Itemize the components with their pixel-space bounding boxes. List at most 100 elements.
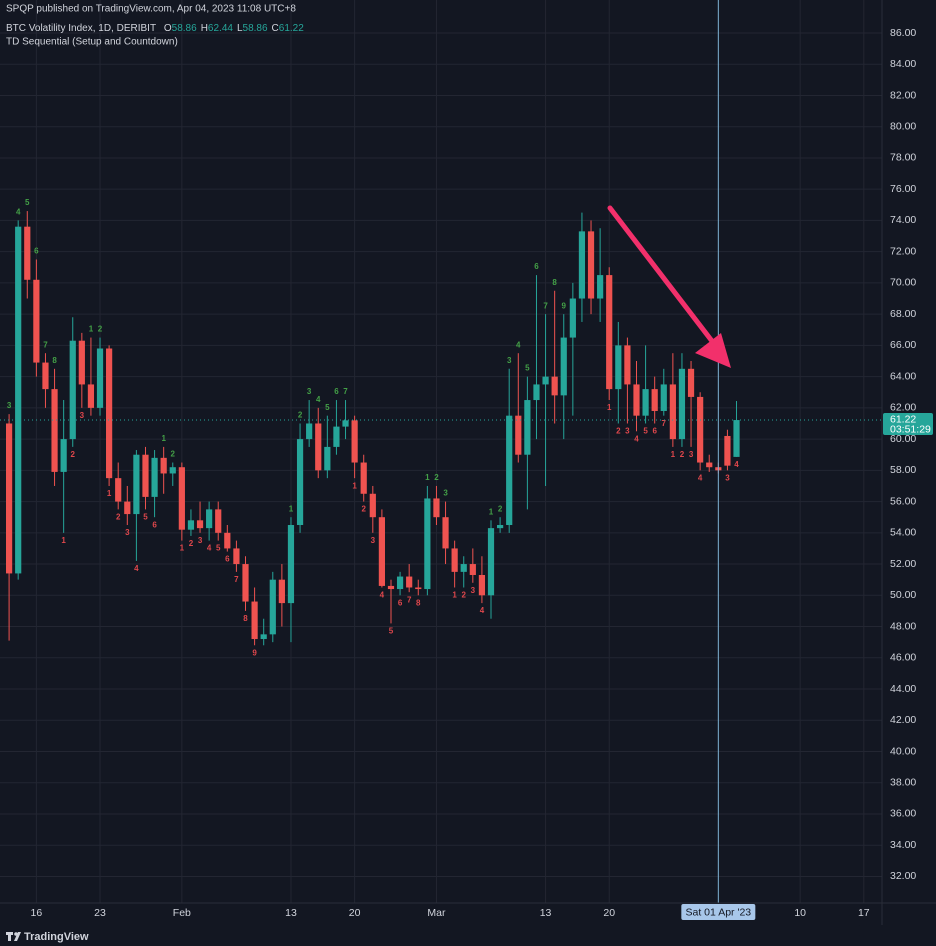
td-label: 4: [634, 434, 639, 443]
td-label: 4: [480, 606, 485, 615]
overlay: Sat 01 Apr '23: [0, 0, 882, 920]
candle-body: [242, 564, 249, 602]
candle-body: [206, 509, 213, 529]
td-label: 6: [398, 598, 403, 607]
brand-name: TradingView: [24, 931, 89, 943]
y-tick-label: 76.00: [890, 183, 916, 195]
candle-body: [278, 579, 285, 604]
candle-body: [33, 279, 40, 363]
candle-body: [115, 478, 122, 502]
chart-title: BTC Volatility Index, 1D, DERIBIT: [6, 23, 156, 34]
td-label: 2: [680, 450, 685, 459]
td-label: 7: [234, 575, 239, 584]
y-tick-label: 38.00: [890, 777, 916, 789]
td-label: 9: [252, 648, 257, 657]
td-label: 8: [52, 356, 57, 365]
ohlc-label: H: [201, 23, 208, 34]
td-label: 1: [425, 473, 430, 482]
candle-body: [633, 384, 640, 416]
candle-body: [296, 439, 304, 526]
td-label: 3: [7, 401, 12, 410]
td-label: 6: [334, 387, 339, 396]
td-label: 4: [134, 564, 139, 573]
y-tick-label: 46.00: [890, 652, 916, 664]
candle-body: [687, 368, 695, 397]
x-tick-label: 16: [31, 907, 43, 919]
td-label: 8: [416, 598, 421, 607]
candle-body: [69, 340, 76, 440]
candle-body: [351, 420, 358, 463]
y-tick-label: 52.00: [890, 558, 916, 570]
td-label: 1: [607, 403, 612, 412]
countdown-label: 03:51:29: [890, 423, 931, 435]
x-tick-label: Feb: [173, 907, 191, 919]
candle-body: [360, 462, 367, 494]
x-tick-label: 13: [540, 907, 552, 919]
td-label: 7: [43, 340, 48, 349]
candle-body: [333, 426, 340, 447]
candle-body: [287, 525, 295, 604]
y-tick-label: 72.00: [890, 245, 916, 257]
candle-body: [624, 345, 631, 385]
candle-body: [87, 384, 95, 408]
y-tick-label: 58.00: [890, 464, 916, 476]
candle-body: [60, 439, 67, 472]
candle-body: [51, 389, 58, 472]
td-label: 1: [671, 450, 676, 459]
y-tick-label: 60.00: [890, 433, 916, 445]
td-label: 4: [16, 208, 21, 217]
td-label: 3: [125, 528, 130, 537]
candle-body: [706, 462, 713, 468]
td-label: 4: [516, 340, 521, 349]
td-label: 6: [152, 520, 157, 529]
crosshair-label-bg: [681, 904, 756, 920]
td-label: 6: [225, 555, 230, 564]
td-label: 3: [307, 387, 312, 396]
ohlc-value: 58.86: [172, 23, 197, 34]
candle-body: [651, 389, 658, 411]
td-label: 5: [389, 627, 394, 636]
candle-body: [724, 435, 731, 466]
td-label: 2: [98, 325, 103, 334]
y-tick-label: 78.00: [890, 152, 916, 164]
candle-body: [396, 576, 404, 590]
candle-body: [306, 423, 313, 440]
td-label: 1: [489, 507, 494, 516]
td-label: 3: [443, 489, 448, 498]
y-tick-label: 36.00: [890, 808, 916, 820]
candle-body: [169, 467, 176, 474]
y-tick-label: 56.00: [890, 495, 916, 507]
candle-body: [615, 345, 622, 390]
candle-body: [542, 376, 549, 385]
candle-body: [515, 415, 522, 455]
candle-body: [269, 579, 276, 635]
candle-body: [251, 601, 258, 640]
candle-body: [733, 420, 740, 457]
y-tick-label: 68.00: [890, 308, 916, 320]
td-label: 6: [34, 247, 39, 256]
candle-body: [15, 226, 22, 574]
td-label: 3: [471, 586, 476, 595]
td-label: 4: [316, 395, 321, 404]
y-tick-label: 64.00: [890, 370, 916, 382]
x-tick-label: 23: [94, 907, 106, 919]
td-label: 1: [89, 325, 94, 334]
candle-body: [524, 400, 531, 455]
ohlc-value: 61.22: [279, 23, 304, 34]
td-label: 1: [352, 481, 357, 490]
candle-body: [96, 348, 104, 408]
candle-body: [260, 634, 267, 640]
indicator-name: TD Sequential (Setup and Countdown): [6, 37, 178, 48]
y-tick-label: 34.00: [890, 839, 916, 851]
x-tick-label: 13: [285, 907, 297, 919]
candle-body: [406, 576, 413, 588]
candle-body: [106, 348, 113, 479]
y-tick-label: 74.00: [890, 214, 916, 226]
candle-body: [433, 498, 440, 518]
y-tick-label: 80.00: [890, 120, 916, 132]
candle-body: [442, 517, 449, 549]
candle-body: [660, 384, 667, 411]
candle-body: [133, 454, 140, 515]
